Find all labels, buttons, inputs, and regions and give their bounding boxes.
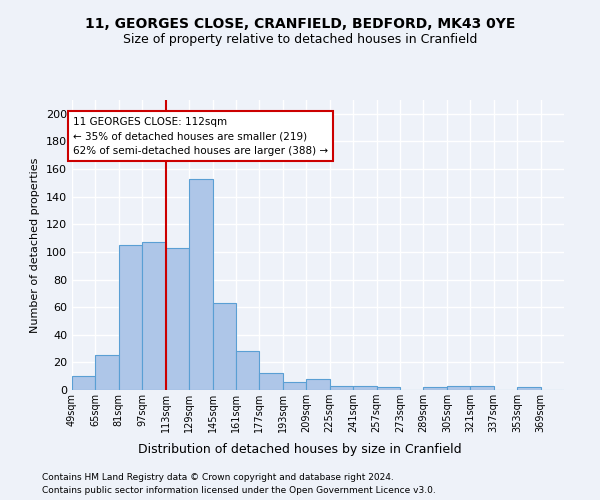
Bar xyxy=(470,386,494,390)
Bar xyxy=(212,303,236,390)
Text: Contains HM Land Registry data © Crown copyright and database right 2024.: Contains HM Land Registry data © Crown c… xyxy=(42,472,394,482)
Bar xyxy=(517,387,541,390)
Bar xyxy=(119,245,142,390)
Bar xyxy=(306,379,330,390)
Bar xyxy=(447,386,470,390)
Bar xyxy=(353,386,377,390)
Bar xyxy=(236,352,259,390)
Bar xyxy=(424,387,447,390)
Bar xyxy=(95,356,119,390)
Bar xyxy=(142,242,166,390)
Bar xyxy=(189,178,212,390)
Text: Size of property relative to detached houses in Cranfield: Size of property relative to detached ho… xyxy=(123,32,477,46)
Text: 11, GEORGES CLOSE, CRANFIELD, BEDFORD, MK43 0YE: 11, GEORGES CLOSE, CRANFIELD, BEDFORD, M… xyxy=(85,18,515,32)
Bar xyxy=(283,382,306,390)
Text: Distribution of detached houses by size in Cranfield: Distribution of detached houses by size … xyxy=(138,442,462,456)
Text: Contains public sector information licensed under the Open Government Licence v3: Contains public sector information licen… xyxy=(42,486,436,495)
Bar xyxy=(259,374,283,390)
Bar xyxy=(72,376,95,390)
Bar xyxy=(166,248,189,390)
Bar xyxy=(377,387,400,390)
Bar xyxy=(330,386,353,390)
Y-axis label: Number of detached properties: Number of detached properties xyxy=(31,158,40,332)
Text: 11 GEORGES CLOSE: 112sqm
← 35% of detached houses are smaller (219)
62% of semi-: 11 GEORGES CLOSE: 112sqm ← 35% of detach… xyxy=(73,116,328,156)
